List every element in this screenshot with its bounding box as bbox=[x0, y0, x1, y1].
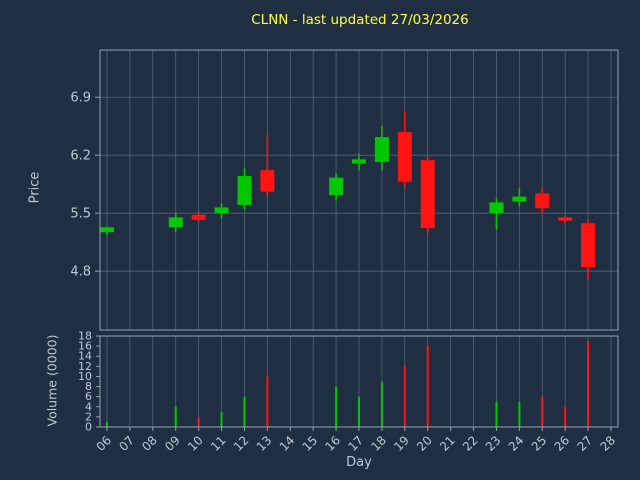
svg-text:17: 17 bbox=[345, 433, 366, 454]
svg-text:13: 13 bbox=[254, 433, 275, 454]
svg-text:10: 10 bbox=[185, 433, 206, 454]
svg-text:21: 21 bbox=[437, 433, 458, 454]
chart-title: CLNN - last updated 27/03/2026 bbox=[251, 12, 469, 28]
svg-text:24: 24 bbox=[506, 433, 527, 454]
svg-text:4: 4 bbox=[85, 400, 92, 413]
svg-text:19: 19 bbox=[391, 433, 412, 454]
svg-text:25: 25 bbox=[529, 433, 550, 454]
svg-text:8: 8 bbox=[85, 380, 92, 393]
svg-text:12: 12 bbox=[231, 433, 252, 454]
svg-text:6: 6 bbox=[85, 390, 92, 403]
svg-text:18: 18 bbox=[368, 433, 389, 454]
svg-text:5.5: 5.5 bbox=[70, 207, 91, 222]
svg-text:23: 23 bbox=[483, 433, 504, 454]
svg-text:22: 22 bbox=[460, 433, 481, 454]
svg-text:6.9: 6.9 bbox=[70, 91, 91, 106]
svg-text:11: 11 bbox=[208, 433, 229, 454]
svg-text:27: 27 bbox=[575, 433, 596, 454]
svg-text:28: 28 bbox=[597, 433, 618, 454]
svg-text:4.8: 4.8 bbox=[70, 265, 91, 280]
svg-text:20: 20 bbox=[414, 433, 435, 454]
svg-text:16: 16 bbox=[78, 340, 92, 353]
svg-text:0: 0 bbox=[85, 421, 92, 434]
svg-text:15: 15 bbox=[300, 433, 321, 454]
svg-text:08: 08 bbox=[139, 433, 160, 454]
svg-text:10: 10 bbox=[78, 370, 92, 383]
svg-text:12: 12 bbox=[78, 360, 92, 373]
svg-text:07: 07 bbox=[116, 433, 137, 454]
svg-text:2: 2 bbox=[85, 410, 92, 423]
x-axis-label: Day bbox=[346, 455, 372, 470]
svg-text:14: 14 bbox=[78, 350, 92, 363]
svg-text:16: 16 bbox=[323, 433, 344, 454]
svg-text:18: 18 bbox=[78, 330, 92, 343]
svg-text:09: 09 bbox=[162, 433, 183, 454]
svg-text:06: 06 bbox=[93, 433, 114, 454]
svg-text:6.2: 6.2 bbox=[70, 149, 91, 164]
svg-text:26: 26 bbox=[552, 433, 573, 454]
svg-text:14: 14 bbox=[277, 433, 298, 454]
